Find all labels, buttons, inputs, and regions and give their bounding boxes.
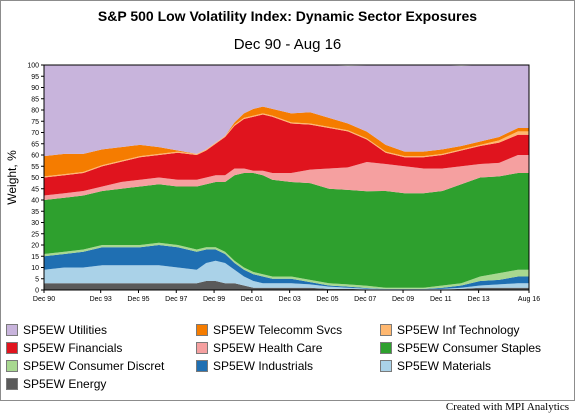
y-tick-label: 100 [27, 63, 39, 70]
y-tick-label: 0 [35, 288, 39, 295]
legend-item-sp5ew-telecomm-svcs: SP5EW Telecomm Svcs [196, 322, 342, 338]
legend-swatch [196, 324, 208, 336]
footer-credit: Created with MPI Analytics [445, 401, 569, 413]
y-tick-label: 75 [31, 119, 39, 126]
y-axis: 0 5 10 15 20 25 30 35 40 45 50 55 60 65 70 75 80 85 90 95 10… [27, 63, 44, 295]
area-sp5ew-financials [44, 114, 529, 196]
legend-swatch [196, 360, 208, 372]
legend-item-sp5ew-health-care: SP5EW Health Care [196, 340, 322, 356]
area-series-group [44, 65, 529, 290]
legend-label: SP5EW Telecomm Svcs [213, 323, 343, 337]
legend-label: SP5EW Inf Technology [397, 323, 520, 337]
legend-swatch [6, 378, 18, 390]
legend-item-sp5ew-inf-technology: SP5EW Inf Technology [380, 322, 520, 338]
y-tick-label: 85 [31, 96, 39, 103]
y-tick-label: 5 [35, 276, 39, 283]
legend-item-sp5ew-financials: SP5EW Financials [6, 340, 122, 356]
legend-label: SP5EW Consumer Discret [23, 359, 165, 373]
y-tick-label: 55 [31, 164, 39, 171]
legend-swatch [380, 324, 392, 336]
y-tick-label: 40 [31, 198, 39, 205]
y-axis-label: Weight, % [5, 150, 19, 205]
legend-label: SP5EW Consumer Staples [397, 341, 542, 355]
y-tick-label: 80 [31, 108, 39, 115]
x-tick-label: Aug 16 [518, 296, 540, 303]
legend-swatch [6, 324, 18, 336]
legend-label: SP5EW Health Care [213, 341, 323, 355]
legend-item-sp5ew-energy: SP5EW Energy [6, 376, 106, 392]
y-tick-label: 60 [31, 153, 39, 160]
y-tick-label: 10 [31, 265, 39, 272]
x-tick-label: Dec 03 [279, 296, 301, 303]
stacked-area-chart: 0 5 10 15 20 25 30 35 40 45 50 55 60 65 70 75 80 85 90 95 10… [5, 63, 540, 304]
x-tick-label: Dec 93 [90, 296, 112, 303]
x-tick-label: Dec 97 [165, 296, 187, 303]
y-tick-label: 95 [31, 74, 39, 81]
legend-swatch [380, 360, 392, 372]
x-tick-label: Dec 95 [127, 296, 149, 303]
x-tick-label: Dec 13 [468, 296, 490, 303]
y-tick-label: 15 [31, 254, 39, 261]
x-tick-label: Dec 07 [354, 296, 376, 303]
legend-label: SP5EW Energy [23, 377, 107, 391]
y-tick-label: 30 [31, 220, 39, 227]
x-tick-label: Dec 09 [392, 296, 414, 303]
chart-subtitle: Dec 90 - Aug 16 [233, 36, 342, 53]
x-tick-label: Dec 90 [33, 296, 55, 303]
legend-item-sp5ew-consumer-staples: SP5EW Consumer Staples [380, 340, 541, 356]
legend-swatch [196, 342, 208, 354]
legend-swatch [6, 342, 18, 354]
y-tick-label: 70 [31, 130, 39, 137]
area-sp5ew-utilities [44, 65, 529, 157]
chart-legend: SP5EW Utilities SP5EW Telecomm Svcs SP5EW … [6, 322, 571, 394]
area-sp5ew-health-care [44, 155, 529, 200]
legend-swatch [380, 342, 392, 354]
area-sp5ew-consumer-discret [44, 242, 529, 289]
x-tick-label: Dec 99 [203, 296, 225, 303]
x-tick-label: Dec 05 [316, 296, 338, 303]
area-sp5ew-materials [44, 260, 529, 290]
y-tick-label: 25 [31, 231, 39, 238]
y-tick-label: 20 [31, 243, 39, 250]
legend-item-sp5ew-utilities: SP5EW Utilities [6, 322, 107, 338]
legend-item-sp5ew-materials: SP5EW Materials [380, 358, 491, 374]
legend-label: SP5EW Utilities [23, 323, 108, 337]
area-sp5ew-industrials [44, 245, 529, 289]
y-tick-label: 45 [31, 186, 39, 193]
y-tick-label: 35 [31, 209, 39, 216]
y-tick-label: 50 [31, 175, 39, 182]
area-sp5ew-telecomm-svcs [44, 106, 529, 177]
x-tick-label: Dec 11 [430, 296, 452, 303]
legend-swatch [6, 360, 18, 372]
chart-title: S&P 500 Low Volatility Index: Dynamic Se… [97, 8, 478, 24]
legend-label: SP5EW Industrials [213, 359, 314, 373]
legend-label: SP5EW Financials [23, 341, 123, 355]
x-tick-label: Dec 01 [241, 296, 263, 303]
legend-label: SP5EW Materials [397, 359, 492, 373]
area-sp5ew-consumer-staples [44, 173, 529, 288]
legend-item-sp5ew-industrials: SP5EW Industrials [196, 358, 313, 374]
y-tick-label: 65 [31, 141, 39, 148]
y-tick-label: 90 [31, 85, 39, 92]
legend-item-sp5ew-consumer-discret: SP5EW Consumer Discret [6, 358, 164, 374]
x-axis: Dec 90 Dec 93 Dec 95 Dec 97 Dec 99 Dec 01 Dec … [33, 290, 540, 303]
